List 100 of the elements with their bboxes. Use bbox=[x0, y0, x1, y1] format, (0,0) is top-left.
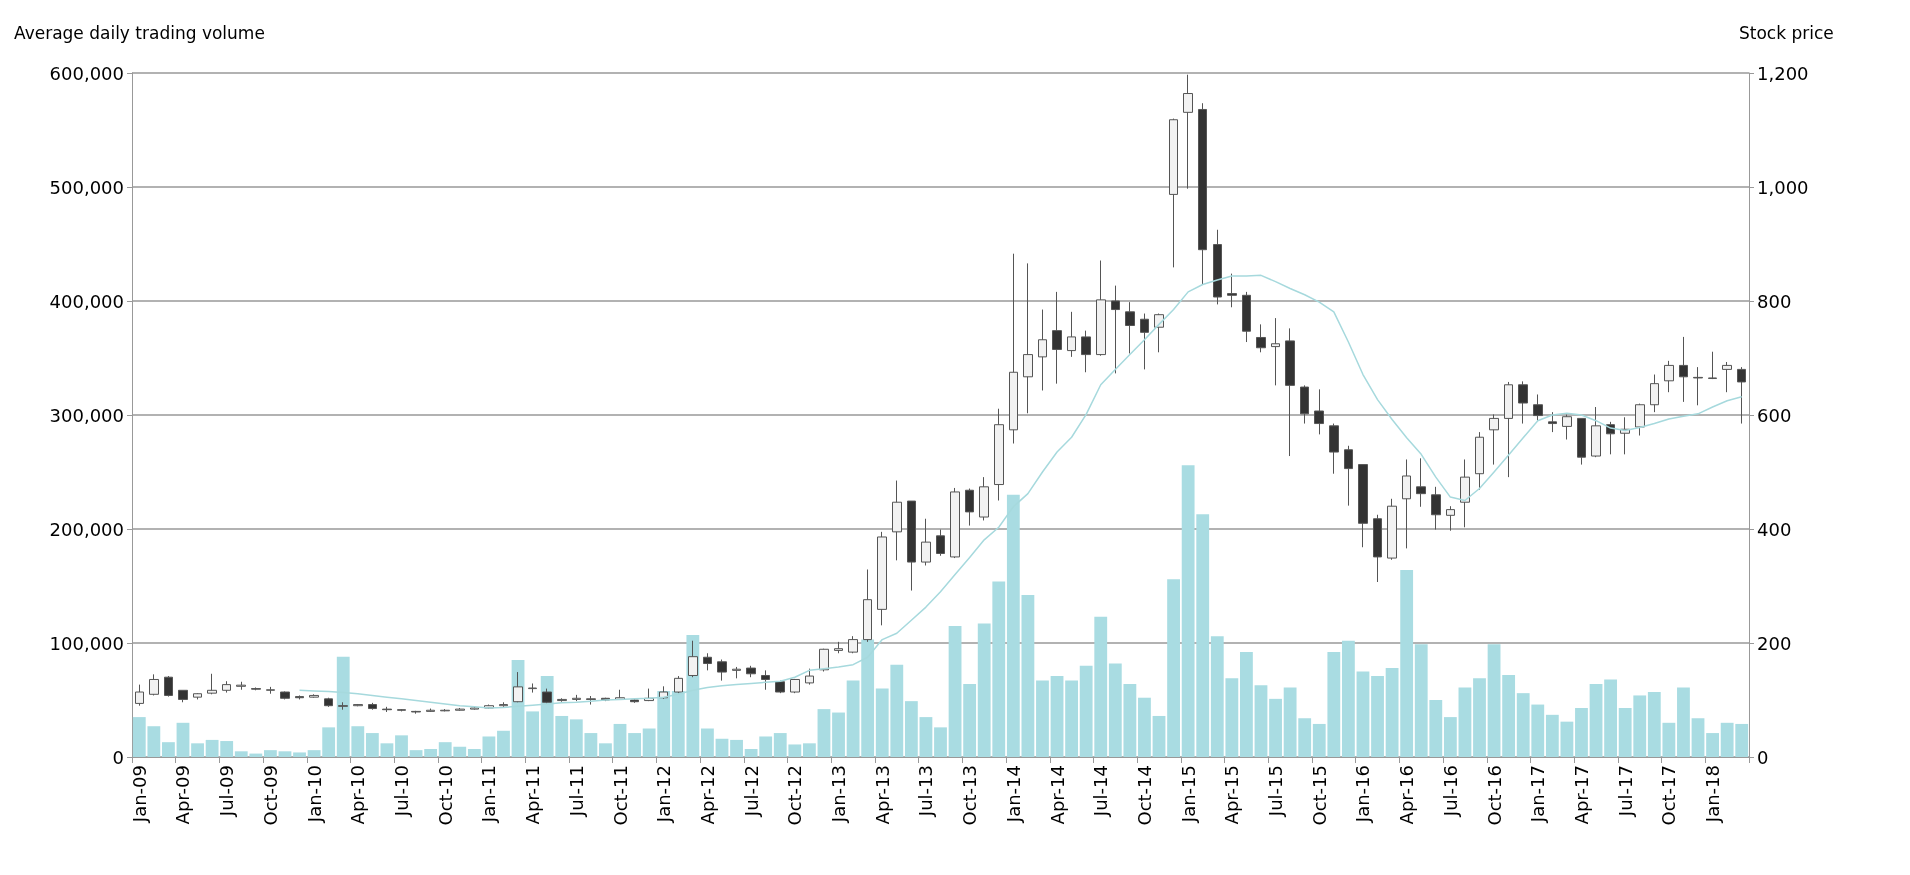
x-tick-label: Apr-15 bbox=[1221, 765, 1243, 825]
candlestick bbox=[834, 641, 843, 654]
x-tick-label: Oct-12 bbox=[784, 765, 806, 826]
candlestick bbox=[1387, 498, 1397, 561]
candlestick bbox=[877, 531, 887, 626]
bar bbox=[278, 751, 292, 757]
x-tick-label: Oct-14 bbox=[1133, 765, 1155, 826]
candlestick bbox=[1140, 313, 1149, 370]
candlestick bbox=[688, 640, 698, 678]
candlestick bbox=[266, 686, 275, 695]
candlestick bbox=[1067, 311, 1076, 358]
x-tick-label: Apr-17 bbox=[1570, 765, 1592, 825]
bar bbox=[1050, 676, 1064, 757]
bar bbox=[1254, 685, 1268, 757]
candlestick bbox=[1737, 366, 1746, 425]
y-tick-label: 500,000 bbox=[49, 176, 124, 198]
bar bbox=[409, 750, 423, 757]
candlestick bbox=[324, 697, 333, 708]
candlestick bbox=[338, 701, 348, 711]
candlestick bbox=[1489, 413, 1499, 466]
candlestick bbox=[1081, 330, 1091, 373]
bar bbox=[1065, 680, 1079, 757]
candlestick bbox=[1344, 445, 1353, 507]
bar bbox=[526, 711, 540, 757]
candlestick bbox=[572, 694, 581, 702]
y-tick-label: 200,000 bbox=[49, 518, 124, 540]
candlestick bbox=[1416, 457, 1426, 508]
x-tick-label: Apr-16 bbox=[1396, 765, 1418, 825]
x-tick-label: Apr-13 bbox=[871, 765, 893, 825]
candlestick bbox=[819, 648, 829, 672]
candlestick bbox=[1300, 384, 1309, 425]
bar bbox=[1604, 679, 1618, 757]
bar bbox=[1502, 674, 1516, 757]
y2-axis-title: Stock price bbox=[1739, 22, 1834, 43]
x-tick-label: Jan-17 bbox=[1527, 765, 1549, 824]
candlestick bbox=[1023, 262, 1033, 414]
candlestick bbox=[1183, 74, 1193, 190]
candlestick bbox=[1125, 301, 1135, 354]
bar bbox=[293, 752, 306, 757]
bar bbox=[1443, 717, 1457, 757]
x-tick-label: Jul-09 bbox=[216, 765, 238, 818]
x-tick-label: Jan-09 bbox=[128, 765, 150, 824]
x-tick-label: Jan-13 bbox=[828, 765, 850, 824]
candlestick bbox=[979, 476, 989, 521]
bar bbox=[1473, 678, 1486, 757]
candlestick bbox=[1518, 380, 1528, 425]
candlestick bbox=[1664, 360, 1674, 393]
x-tick-label: Jul-16 bbox=[1439, 765, 1461, 818]
candlestick bbox=[411, 710, 421, 715]
x-tick-label: Jan-10 bbox=[303, 765, 325, 824]
bar bbox=[1691, 718, 1705, 757]
candlestick bbox=[1358, 464, 1368, 548]
y-tick-label: 400,000 bbox=[49, 290, 124, 312]
candlestick bbox=[222, 680, 231, 694]
candlestick bbox=[732, 666, 741, 679]
candlestick bbox=[921, 518, 931, 566]
candlestick bbox=[994, 408, 1004, 501]
candlestick bbox=[965, 488, 974, 527]
candlestick bbox=[1402, 458, 1411, 549]
y2-tick-label: 400 bbox=[1757, 518, 1792, 540]
x-tick-label: Oct-10 bbox=[434, 765, 456, 826]
candlestick bbox=[1242, 291, 1251, 343]
x-tick-label: Apr-11 bbox=[522, 765, 544, 825]
candlestick bbox=[1256, 323, 1266, 353]
candlestick bbox=[1373, 514, 1382, 583]
candlestick bbox=[1650, 374, 1659, 413]
candlestick bbox=[1111, 285, 1120, 374]
x-tick-label: Jul-17 bbox=[1614, 765, 1636, 818]
bar bbox=[599, 743, 612, 757]
candlestick bbox=[950, 487, 960, 559]
x-tick-label: Jul-14 bbox=[1090, 765, 1112, 818]
candlestick bbox=[426, 708, 435, 713]
candlestick bbox=[1169, 118, 1178, 268]
bar bbox=[948, 625, 962, 757]
candlestick bbox=[703, 652, 712, 671]
x-tick-label: Jul-13 bbox=[915, 765, 937, 818]
bar bbox=[1706, 733, 1719, 757]
candlestick bbox=[1548, 411, 1557, 433]
candlestick bbox=[455, 707, 465, 712]
candlestick bbox=[848, 635, 858, 654]
x-tick-label: Apr-14 bbox=[1046, 765, 1068, 825]
bar bbox=[934, 727, 947, 757]
candlestick bbox=[513, 671, 523, 703]
x-tick-label: Jul-15 bbox=[1265, 765, 1287, 818]
candlestick bbox=[1693, 366, 1703, 406]
bar bbox=[380, 743, 394, 757]
candlestick bbox=[1052, 291, 1062, 385]
candlestick bbox=[674, 675, 683, 694]
candlestick bbox=[1213, 229, 1222, 305]
y-axis-title: Average daily trading volume bbox=[14, 22, 265, 43]
x-tick-label: Jan-15 bbox=[1177, 765, 1199, 824]
candlestick bbox=[1009, 253, 1018, 444]
candlestick bbox=[717, 659, 727, 682]
candlestick bbox=[1038, 309, 1047, 391]
candlestick bbox=[1285, 327, 1295, 457]
candlestick bbox=[149, 673, 159, 696]
bar bbox=[1167, 579, 1180, 757]
bar bbox=[963, 684, 977, 757]
candlestick bbox=[280, 690, 290, 700]
candlestick bbox=[1227, 273, 1237, 308]
